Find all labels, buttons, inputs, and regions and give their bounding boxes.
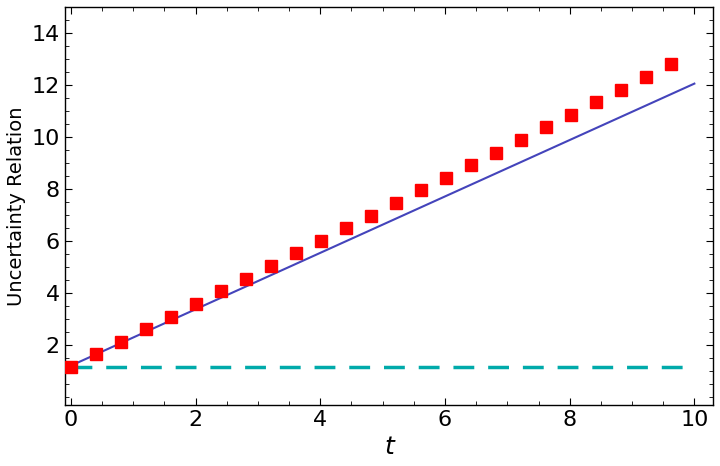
Y-axis label: Uncertainty Relation: Uncertainty Relation [7, 106, 26, 306]
X-axis label: t: t [384, 435, 394, 459]
